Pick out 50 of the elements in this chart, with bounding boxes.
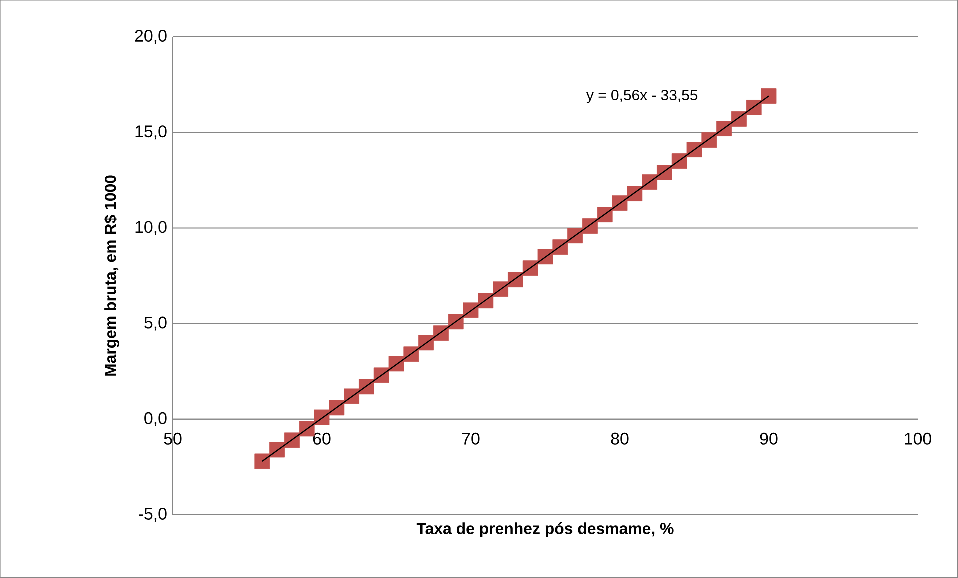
x-tick-label: 100 (905, 432, 932, 445)
x-axis-title: Taxa de prenhez pós desmame, % (416, 522, 674, 538)
point (568, 228, 584, 244)
point (299, 421, 315, 437)
point (538, 249, 554, 265)
x-tick-label: 60 (313, 432, 331, 445)
point (552, 240, 568, 256)
x-tick-label: 50 (164, 432, 182, 445)
point (254, 454, 270, 470)
x-tick-label: 70 (462, 432, 480, 445)
point (374, 368, 390, 384)
y-tick-label: 10,0 (136, 221, 167, 236)
point (388, 356, 404, 372)
x-tick-label: 90 (760, 432, 778, 445)
point (344, 388, 360, 404)
point (582, 218, 598, 234)
point (672, 154, 688, 169)
y-tick-label: -5,0 (139, 508, 167, 522)
point (761, 88, 777, 104)
point (642, 174, 658, 190)
point (686, 142, 702, 158)
y-axis-title: Margem bruta, em R$ 1000 (104, 176, 120, 376)
point (329, 400, 345, 416)
point (284, 432, 300, 448)
point (508, 272, 524, 288)
point (359, 379, 374, 395)
point (597, 207, 613, 223)
point (732, 112, 747, 127)
point (716, 121, 732, 136)
point (314, 410, 330, 426)
point (627, 186, 643, 202)
point (478, 293, 494, 309)
point (418, 335, 434, 351)
point (746, 100, 762, 116)
point (612, 196, 628, 212)
point (463, 302, 479, 318)
point (493, 282, 508, 298)
y-tick-label: 0,0 (144, 412, 167, 426)
y-tick-label: 15,0 (136, 126, 167, 140)
x-tick-label: 80 (611, 432, 629, 445)
point (434, 326, 449, 342)
point (657, 165, 672, 180)
annotation: y = 0,56x - 33,55 (586, 90, 698, 104)
point (448, 314, 464, 330)
point (702, 132, 718, 148)
y-tick-label: 5,0 (144, 316, 167, 331)
y-tick-label: 20,0 (135, 30, 167, 44)
point (404, 346, 420, 362)
point (270, 442, 285, 458)
point (522, 260, 538, 276)
